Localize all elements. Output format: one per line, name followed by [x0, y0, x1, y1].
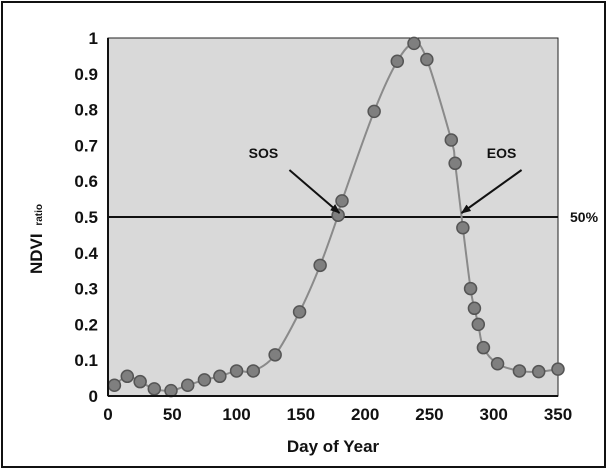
data-point	[467, 301, 482, 316]
y-tick-label: 0.9	[74, 65, 98, 84]
data-point	[147, 382, 162, 396]
annotation-eos-arrow	[460, 169, 523, 214]
data-point	[120, 369, 135, 384]
y-tick-label: 0.8	[74, 101, 98, 120]
y-axis-title: NDVI ratio	[27, 204, 46, 274]
data-point	[367, 104, 381, 119]
annotation-sos-label: SOS	[249, 145, 279, 161]
data-point	[292, 305, 307, 319]
y-tick-label: 0.1	[74, 351, 98, 370]
data-point	[335, 194, 349, 208]
data-point	[213, 369, 227, 384]
data-point	[268, 348, 282, 362]
y-tick-label: 0.7	[74, 136, 98, 155]
data-point	[444, 133, 459, 147]
data-point	[313, 258, 327, 273]
data-point	[551, 362, 565, 376]
data-point	[197, 373, 212, 387]
x-tick-label: 200	[351, 405, 379, 424]
data-point	[133, 374, 147, 389]
annotation-eos-label: EOS	[487, 145, 517, 161]
data-point	[390, 54, 405, 69]
data-point	[490, 357, 505, 371]
x-axis-title: Day of Year	[287, 437, 380, 456]
data-point	[448, 156, 462, 171]
data-point	[107, 378, 122, 393]
x-tick-label: 300	[480, 405, 508, 424]
svg-text:NDVI ratio: NDVI ratio	[27, 204, 46, 274]
data-point	[420, 52, 434, 67]
data-point	[531, 364, 546, 379]
y-axis-title-subscript: ratio	[34, 204, 45, 226]
x-tick-label: 250	[415, 405, 443, 424]
threshold-label: 50%	[570, 209, 599, 225]
data-point	[229, 364, 244, 378]
data-point	[476, 340, 491, 355]
data-point	[246, 364, 261, 378]
x-tick-label: 350	[544, 405, 572, 424]
data-point	[463, 281, 478, 296]
y-tick-label: 0.2	[74, 315, 98, 334]
x-tick-label: 0	[103, 405, 112, 424]
y-tick-label: 0.4	[74, 244, 98, 263]
x-tick-label: 150	[287, 405, 315, 424]
data-point	[471, 317, 486, 332]
y-tick-label: 0.5	[74, 208, 98, 227]
data-point	[456, 220, 470, 235]
y-tick-label: 0	[89, 387, 98, 406]
data-point	[164, 383, 178, 398]
y-tick-label: 0.3	[74, 280, 98, 299]
y-tick-label: 0.6	[74, 172, 98, 191]
y-tick-label: 1	[89, 29, 98, 48]
x-tick-label: 50	[163, 405, 182, 424]
data-point	[407, 36, 421, 51]
data-point	[180, 378, 195, 393]
x-tick-label: 100	[222, 405, 250, 424]
annotation-sos-arrow	[288, 169, 341, 214]
data-point	[512, 364, 527, 378]
y-axis-title-main: NDVI	[27, 233, 46, 274]
